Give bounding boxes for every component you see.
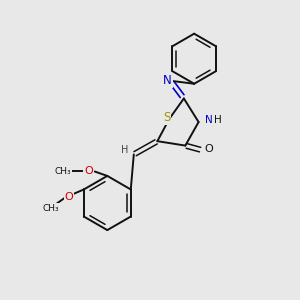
Text: O: O (205, 143, 213, 154)
Text: S: S (163, 111, 170, 124)
Text: N: N (205, 115, 213, 125)
Text: O: O (65, 192, 74, 202)
Text: N: N (163, 74, 172, 87)
Text: CH₃: CH₃ (42, 204, 59, 213)
Text: O: O (84, 167, 93, 176)
Text: CH₃: CH₃ (55, 167, 71, 176)
Text: H: H (121, 145, 128, 155)
Text: H: H (214, 115, 222, 125)
